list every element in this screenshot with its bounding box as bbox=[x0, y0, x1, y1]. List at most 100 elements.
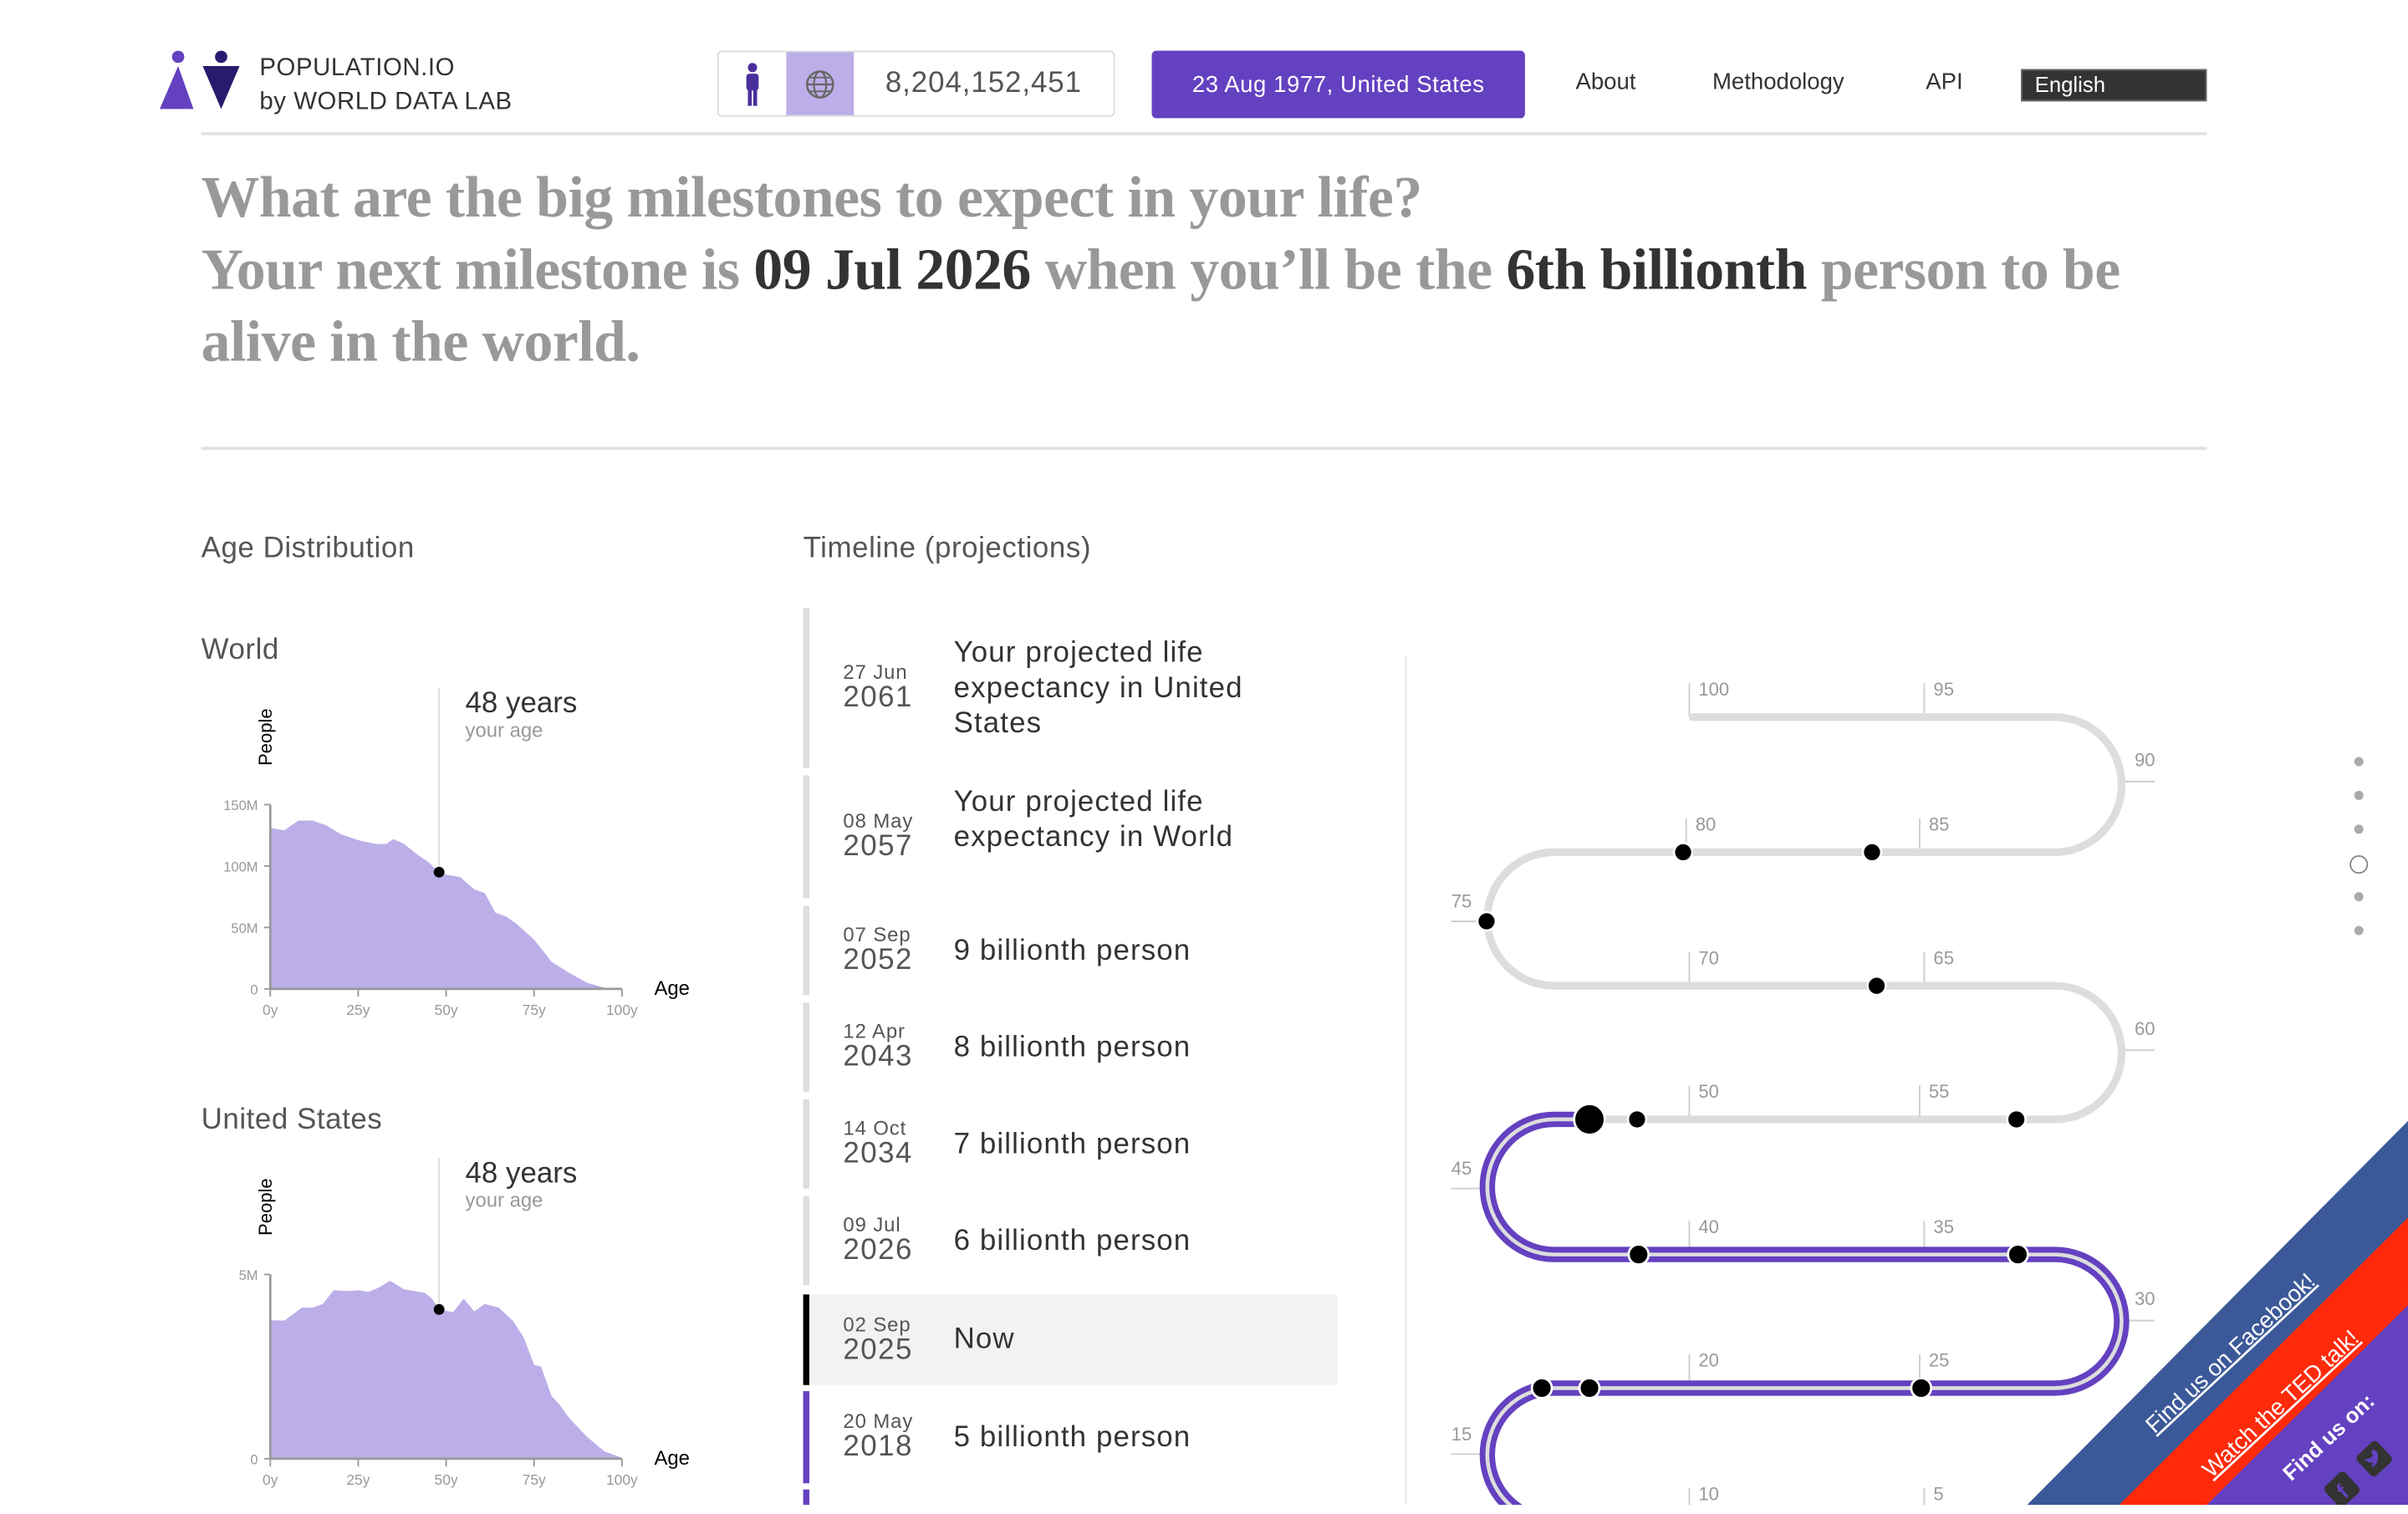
headline-prefix: Your next milestone is bbox=[201, 237, 754, 303]
milestone-dot[interactable] bbox=[1627, 1243, 1650, 1266]
x-axis-label: Age bbox=[654, 1447, 689, 1470]
milestone-dot[interactable] bbox=[1476, 910, 1497, 932]
x-tick-label: 25y bbox=[346, 1002, 370, 1018]
y-axis-label: People bbox=[255, 708, 276, 766]
headline-suffix: person to be alive in the world. bbox=[201, 237, 2121, 375]
y-tick-label: 50M bbox=[231, 920, 258, 936]
timeline-year: 2043 bbox=[843, 1041, 913, 1073]
twitter-icon[interactable] bbox=[2354, 1440, 2394, 1479]
timeline-label: 9 billionth person bbox=[953, 934, 1191, 967]
your-age-caption: your age bbox=[466, 1190, 543, 1212]
timeline-label: 5 billionth person bbox=[953, 1420, 1191, 1454]
x-tick-label: 100y bbox=[606, 1002, 638, 1018]
timeline-label: Your projected life expectancy in World bbox=[953, 785, 1234, 854]
brand-subtitle: by WORLD DATA LAB bbox=[259, 89, 513, 115]
timeline-title: Timeline (projections) bbox=[803, 533, 1092, 565]
milestone-dot[interactable] bbox=[1861, 841, 1883, 863]
age-tick-label: 100 bbox=[1698, 679, 1729, 700]
brand-name: POPULATION.IO bbox=[259, 55, 456, 82]
brand[interactable]: POPULATION.IO by WORLD DATA LAB bbox=[259, 52, 512, 120]
page-dot-active[interactable] bbox=[2349, 855, 2369, 874]
timeline-label: 6 billionth person bbox=[953, 1224, 1191, 1257]
nav-api[interactable]: API bbox=[1926, 69, 1963, 95]
timeline-item[interactable]: 12 Apr 2043 8 billionth person bbox=[803, 1002, 1338, 1092]
page-dot-2[interactable] bbox=[2354, 790, 2364, 800]
age-tick-label: 60 bbox=[2135, 1018, 2155, 1039]
age-tick-label: 65 bbox=[1933, 947, 1954, 968]
x-tick-label: 75y bbox=[523, 1471, 546, 1488]
timeline-item[interactable]: 09 Jul 2026 6 billionth person bbox=[803, 1195, 1338, 1286]
y-tick-label: 0 bbox=[250, 981, 258, 997]
age-distribution-area bbox=[270, 1281, 622, 1459]
globe-icon bbox=[806, 69, 834, 98]
x-tick-label: 75y bbox=[523, 1002, 546, 1018]
x-tick-label: 100y bbox=[606, 1471, 638, 1488]
age-tick-label: 30 bbox=[2135, 1288, 2155, 1309]
timeline-year: 2057 bbox=[843, 830, 913, 864]
section-divider bbox=[201, 446, 2207, 451]
timeline-date: 09 Jul 2026 bbox=[843, 1213, 913, 1267]
timeline-divider bbox=[1405, 655, 1407, 1505]
age-tick-label: 5 bbox=[1933, 1483, 1943, 1504]
headline-middle: when you’ll be the bbox=[1030, 237, 1507, 303]
page-dot-5[interactable] bbox=[2354, 892, 2364, 902]
nav-methodology[interactable]: Methodology bbox=[1712, 69, 1844, 95]
page-dot-1[interactable] bbox=[2354, 757, 2364, 767]
world-age-chart: 0 50M 100M 150M 0y 25y 50y 75y 100y People Age 48 y… bbox=[223, 686, 690, 1018]
now-dot[interactable] bbox=[1573, 1103, 1606, 1136]
timeline-item[interactable]: 08 May 2057 Your projected life expectancy… bbox=[803, 775, 1338, 899]
milestone-dot[interactable] bbox=[1578, 1377, 1601, 1399]
your-age-dot bbox=[433, 866, 445, 878]
timeline-item[interactable]: 20 May 2018 5 billionth person bbox=[803, 1391, 1338, 1484]
timeline-date: 14 Oct 2034 bbox=[843, 1116, 913, 1170]
timeline-year: 2018 bbox=[843, 1430, 913, 1464]
milestone-dot[interactable] bbox=[2007, 1243, 2029, 1266]
page-dot-3[interactable] bbox=[2354, 824, 2364, 834]
timeline-day: 20 May bbox=[843, 1409, 914, 1433]
facebook-icon[interactable]: f bbox=[2323, 1470, 2362, 1505]
world-chart-title: World bbox=[201, 634, 279, 667]
person-toggle[interactable] bbox=[719, 52, 787, 115]
age-tick-label: 15 bbox=[1451, 1424, 1472, 1445]
age-tick-label: 75 bbox=[1451, 891, 1472, 912]
milestone-dot[interactable] bbox=[1910, 1377, 1933, 1399]
world-toggle[interactable] bbox=[786, 52, 855, 115]
age-tick-label: 55 bbox=[1929, 1081, 1950, 1102]
milestone-dot[interactable] bbox=[1530, 1377, 1553, 1399]
x-tick-label: 50y bbox=[435, 1002, 458, 1018]
milestone-dot[interactable] bbox=[1866, 975, 1887, 997]
age-tick-label: 95 bbox=[1933, 679, 1954, 700]
timeline-label: Now bbox=[953, 1323, 1015, 1356]
birthdate-country-button[interactable]: 23 Aug 1977, United States bbox=[1151, 50, 1525, 119]
timeline-item[interactable]: 02 Sep 2025 Now bbox=[803, 1294, 1338, 1385]
age-tick-label: 50 bbox=[1698, 1081, 1719, 1102]
nav-about[interactable]: About bbox=[1575, 69, 1636, 95]
timeline-item-partial bbox=[803, 1489, 809, 1505]
logo-icon bbox=[160, 50, 240, 110]
age-tick-label: 10 bbox=[1698, 1483, 1719, 1504]
timeline-year: 2025 bbox=[843, 1333, 913, 1366]
timeline-day: 14 Oct bbox=[843, 1116, 907, 1139]
timeline-date: 07 Sep 2052 bbox=[843, 923, 913, 976]
x-tick-label: 0y bbox=[263, 1002, 278, 1018]
timeline-item[interactable]: 14 Oct 2034 7 billionth person bbox=[803, 1099, 1338, 1189]
timeline-day: 27 Jun bbox=[843, 660, 908, 684]
timeline-label: Your projected life expectancy in United… bbox=[953, 636, 1243, 740]
logo[interactable] bbox=[160, 50, 240, 112]
age-tick-label: 70 bbox=[1698, 947, 1719, 968]
age-tick-label: 35 bbox=[1933, 1216, 1954, 1237]
headline-question: What are the big milestones to expect in… bbox=[201, 166, 1423, 231]
milestone-dot[interactable] bbox=[1626, 1109, 1648, 1130]
page-dot-6[interactable] bbox=[2354, 925, 2364, 935]
milestone-name: 6th billionth bbox=[1506, 237, 1807, 303]
milestone-dot[interactable] bbox=[2006, 1109, 2028, 1130]
timeline-item[interactable]: 07 Sep 2052 9 billionth person bbox=[803, 905, 1338, 996]
headline: What are the big milestones to expect in… bbox=[202, 163, 2198, 380]
timeline-item[interactable]: 27 Jun 2061 Your projected life expectancy… bbox=[803, 608, 1338, 768]
milestone-dot[interactable] bbox=[1672, 841, 1694, 863]
y-tick-label: 0 bbox=[250, 1451, 258, 1467]
language-select[interactable]: English bbox=[2021, 69, 2207, 102]
timeline-year: 2052 bbox=[843, 944, 913, 977]
timeline-date: 08 May 2057 bbox=[843, 809, 913, 863]
